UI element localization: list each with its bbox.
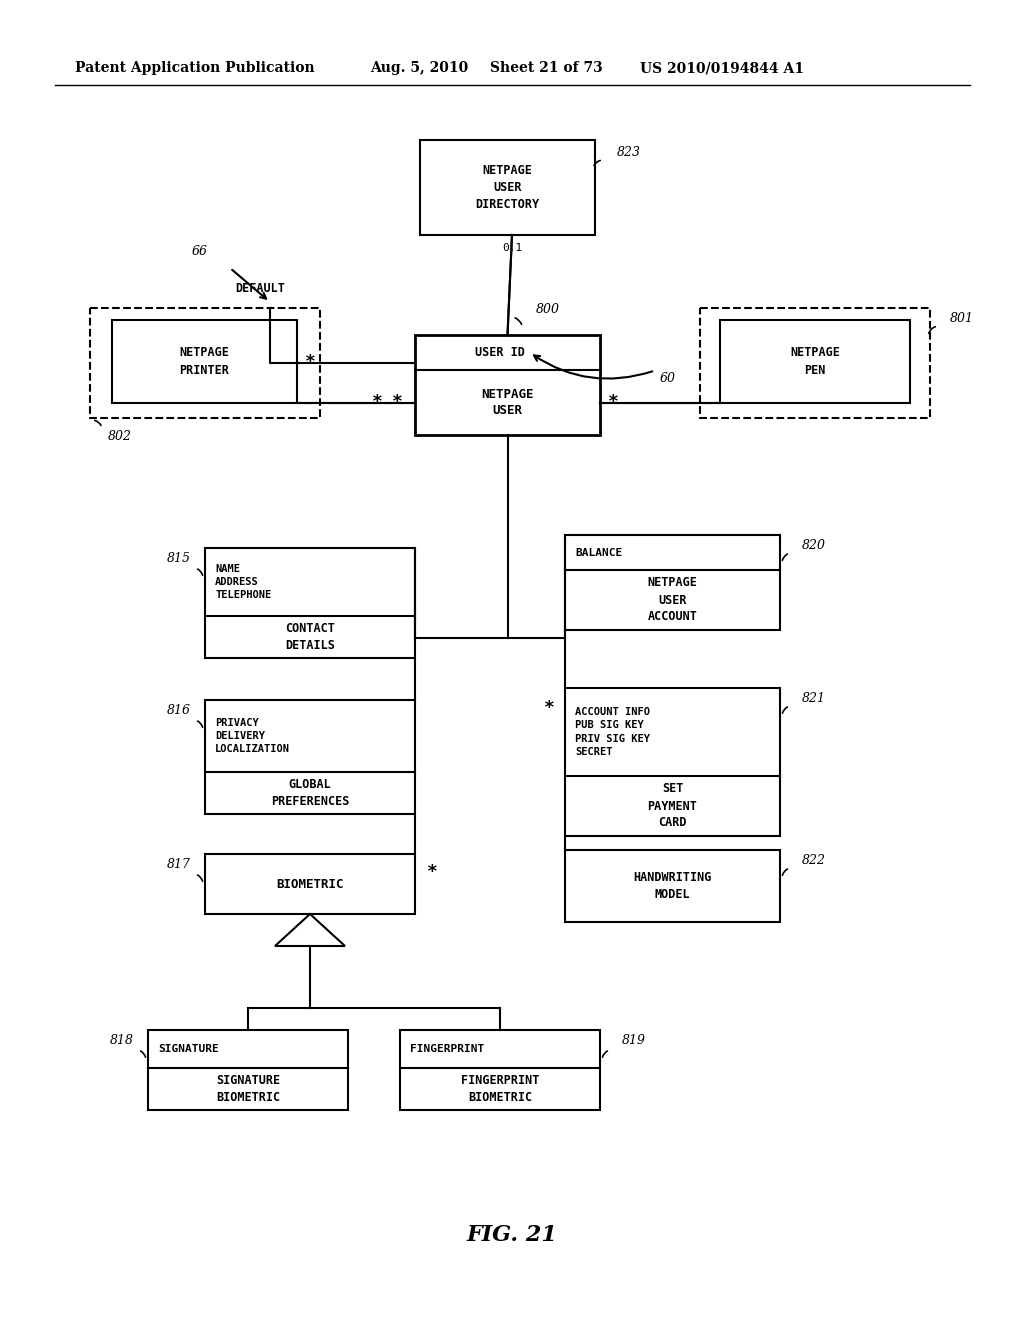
Text: CONTACT
DETAILS: CONTACT DETAILS (285, 622, 335, 652)
Text: *: * (427, 863, 438, 880)
Text: 60: 60 (660, 372, 676, 385)
Text: 821: 821 (802, 692, 826, 705)
Bar (112, 319, 297, 403)
Text: PRIVACY
DELIVERY
LOCALIZATION: PRIVACY DELIVERY LOCALIZATION (215, 718, 290, 754)
Text: Aug. 5, 2010: Aug. 5, 2010 (370, 61, 468, 75)
Text: NETPAGE
PRINTER: NETPAGE PRINTER (179, 346, 229, 376)
Text: NETPAGE
PEN: NETPAGE PEN (791, 346, 840, 376)
Text: SIGNATURE
BIOMETRIC: SIGNATURE BIOMETRIC (216, 1074, 280, 1104)
Text: NETPAGE
USER
DIRECTORY: NETPAGE USER DIRECTORY (475, 164, 540, 211)
Text: 823: 823 (617, 147, 641, 158)
Text: FINGERPRINT: FINGERPRINT (410, 1044, 484, 1053)
Text: 820: 820 (802, 539, 826, 552)
Text: BIOMETRIC: BIOMETRIC (276, 878, 344, 891)
Bar (565, 535, 780, 630)
Bar (205, 548, 415, 657)
Text: 802: 802 (108, 430, 132, 444)
Bar (565, 688, 780, 836)
Text: 801: 801 (950, 312, 974, 325)
Text: 822: 822 (802, 854, 826, 867)
Text: NETPAGE
USER: NETPAGE USER (481, 388, 534, 417)
Text: *: * (305, 352, 315, 371)
Bar (205, 700, 415, 814)
Text: US 2010/0194844 A1: US 2010/0194844 A1 (640, 61, 804, 75)
Text: *: * (608, 393, 618, 412)
Text: 66: 66 (193, 246, 208, 257)
Text: 816: 816 (167, 704, 191, 717)
Text: *: * (544, 700, 554, 717)
Text: *: * (372, 393, 382, 412)
Text: 800: 800 (536, 304, 559, 315)
Bar (90, 308, 319, 418)
Bar (205, 854, 415, 913)
Text: HANDWRITING
MODEL: HANDWRITING MODEL (633, 871, 712, 902)
Text: FINGERPRINT
BIOMETRIC: FINGERPRINT BIOMETRIC (461, 1074, 540, 1104)
Text: ACCOUNT INFO
PUB SIG KEY
PRIV SIG KEY
SECRET: ACCOUNT INFO PUB SIG KEY PRIV SIG KEY SE… (575, 708, 650, 756)
Text: 819: 819 (622, 1034, 646, 1047)
Text: BALANCE: BALANCE (575, 548, 623, 557)
Text: Sheet 21 of 73: Sheet 21 of 73 (490, 61, 603, 75)
Text: NAME
ADDRESS
TELEPHONE: NAME ADDRESS TELEPHONE (215, 564, 271, 601)
Bar (565, 850, 780, 921)
Text: FIG. 21: FIG. 21 (467, 1224, 557, 1246)
Text: NETPAGE
USER
ACCOUNT: NETPAGE USER ACCOUNT (647, 577, 697, 623)
Bar (415, 335, 600, 436)
Text: 0,1: 0,1 (502, 243, 522, 253)
Bar (400, 1030, 600, 1110)
Text: SIGNATURE: SIGNATURE (158, 1044, 219, 1053)
Text: DEFAULT: DEFAULT (234, 282, 285, 294)
Bar (148, 1030, 348, 1110)
Text: Patent Application Publication: Patent Application Publication (75, 61, 314, 75)
Text: 818: 818 (110, 1034, 134, 1047)
Bar (420, 140, 595, 235)
Text: *: * (391, 393, 402, 412)
Text: GLOBAL
PREFERENCES: GLOBAL PREFERENCES (270, 777, 349, 808)
Bar (700, 308, 930, 418)
Text: USER ID: USER ID (474, 346, 524, 359)
Bar (720, 319, 910, 403)
Text: SET
PAYMENT
CARD: SET PAYMENT CARD (647, 783, 697, 829)
Text: 815: 815 (167, 552, 191, 565)
Text: 817: 817 (167, 858, 191, 871)
